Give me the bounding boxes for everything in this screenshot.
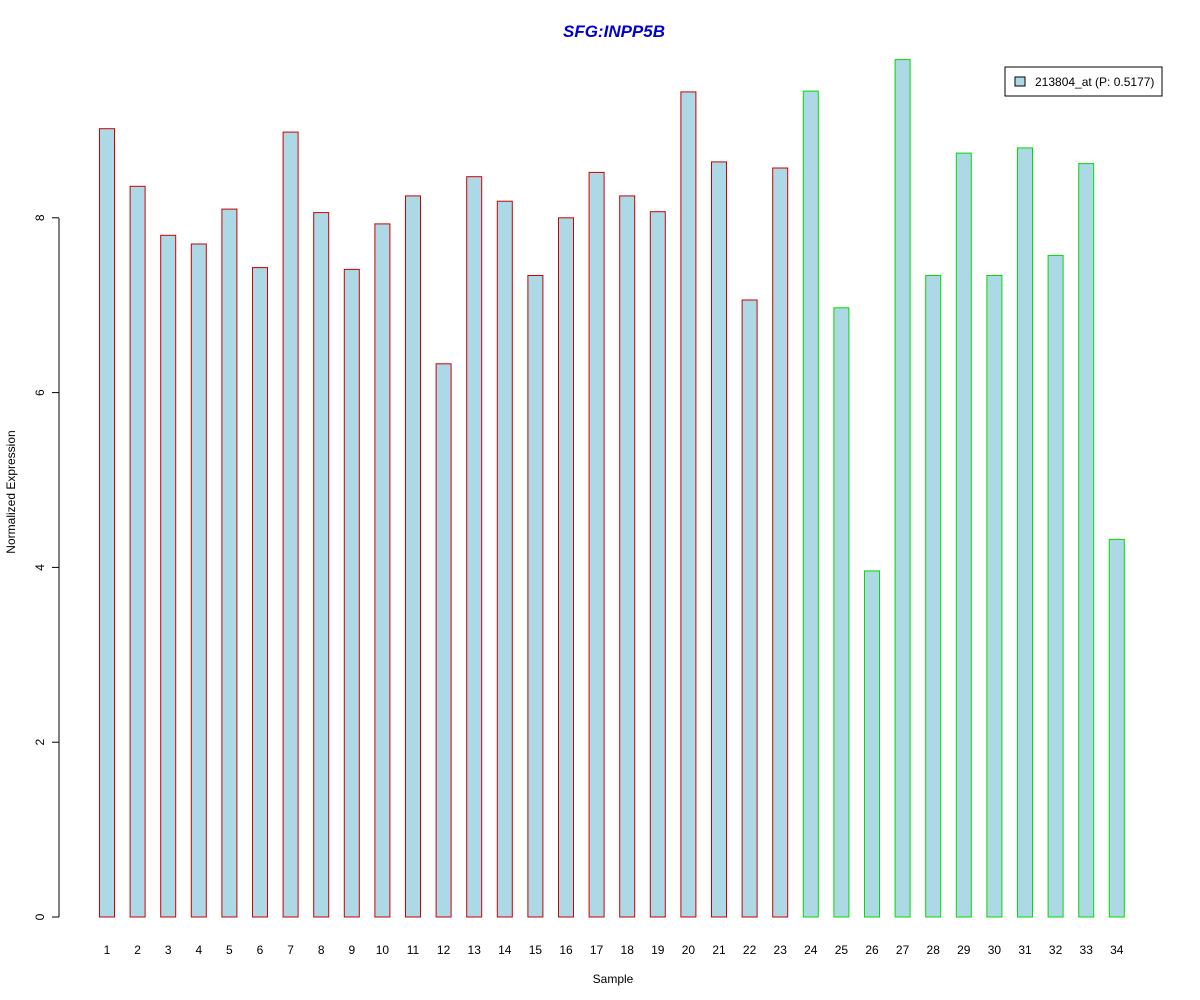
bar: [741, 299, 758, 918]
x-tick-labels: 1 2 3 4 5 6 7 8 9 10 11 12 13 14 15 16 17 18 19 20 21 22 23 24 2…: [104, 943, 1124, 957]
bar: [190, 243, 207, 918]
bar: [1078, 163, 1095, 918]
bar: [374, 223, 391, 918]
x-tick-label: 9: [348, 943, 355, 957]
y-axis: 0 2 4 6 8: [33, 214, 60, 920]
legend-label: 213804_at (P: 0.5177): [1035, 75, 1154, 89]
legend-swatch: [1014, 76, 1026, 87]
x-tick-label: 23: [774, 943, 788, 957]
bar: [864, 570, 880, 918]
bar: [955, 152, 972, 918]
x-tick-label: 8: [318, 943, 325, 957]
x-tick-label: 12: [437, 943, 451, 957]
x-tick-label: 22: [743, 943, 757, 957]
x-tick-label: 25: [835, 943, 849, 957]
x-tick-label: 26: [865, 943, 879, 957]
x-tick-label: 2: [134, 943, 141, 957]
x-tick-label: 4: [195, 943, 202, 957]
bar: [619, 195, 636, 918]
y-tick-label: 4: [33, 564, 47, 571]
x-tick-label: 27: [896, 943, 910, 957]
x-tick-label: 16: [559, 943, 573, 957]
bar: [252, 267, 268, 918]
bar: [313, 212, 330, 918]
y-tick-label: 8: [33, 214, 47, 221]
x-tick-label: 28: [927, 943, 941, 957]
bar: [99, 128, 115, 918]
bar: [221, 208, 238, 918]
bar: [711, 161, 727, 918]
x-tick-label: 3: [165, 943, 172, 957]
x-tick-label: 17: [590, 943, 604, 957]
bar: [496, 200, 513, 918]
x-tick-label: 19: [651, 943, 665, 957]
x-tick-label: 34: [1110, 943, 1124, 957]
x-tick-label: 24: [804, 943, 818, 957]
plot-area: [99, 59, 1125, 918]
x-tick-label: 13: [468, 943, 482, 957]
y-tick-label: 2: [33, 739, 47, 746]
x-tick-label: 29: [957, 943, 971, 957]
y-axis-label: Normalized Expression: [4, 430, 18, 553]
bar: [558, 217, 574, 918]
x-tick-label: 32: [1049, 943, 1063, 957]
bar: [1108, 538, 1125, 918]
x-tick-label: 31: [1018, 943, 1032, 957]
x-tick-label: 11: [407, 943, 420, 957]
x-tick-label: 14: [498, 943, 512, 957]
bar: [833, 307, 850, 918]
x-tick-label: 5: [226, 943, 233, 957]
bar: [466, 176, 483, 918]
bar: [649, 211, 666, 918]
bar: [282, 131, 299, 918]
x-tick-label: 10: [376, 943, 390, 957]
bar: [1017, 147, 1033, 918]
x-tick-label: 6: [257, 943, 264, 957]
x-tick-label: 18: [621, 943, 635, 957]
legend: 213804_at (P: 0.5177): [1004, 66, 1163, 97]
bar: [925, 275, 942, 918]
x-tick-label: 7: [287, 943, 294, 957]
bar: [894, 59, 911, 918]
bar: [772, 167, 789, 918]
x-tick-label: 21: [712, 943, 726, 957]
x-tick-label: 1: [104, 943, 111, 957]
chart-title: SFG:INPP5B: [563, 22, 665, 41]
bar: [527, 275, 544, 918]
legend-box: [1004, 66, 1163, 97]
bar: [343, 268, 360, 918]
bar: [160, 234, 177, 918]
bar: [802, 90, 819, 918]
bar: [588, 171, 605, 918]
bar: [129, 185, 146, 918]
bar: [435, 363, 452, 918]
bar: [986, 275, 1003, 918]
x-tick-label: 33: [1080, 943, 1094, 957]
bar: [1047, 254, 1064, 918]
x-axis-label: Sample: [593, 972, 634, 986]
x-tick-label: 30: [988, 943, 1002, 957]
bar: [405, 195, 421, 918]
y-tick-label: 6: [33, 389, 47, 396]
y-tick-label: 0: [33, 913, 47, 920]
x-tick-label: 20: [682, 943, 696, 957]
x-tick-label: 15: [529, 943, 543, 957]
bar: [680, 91, 697, 918]
